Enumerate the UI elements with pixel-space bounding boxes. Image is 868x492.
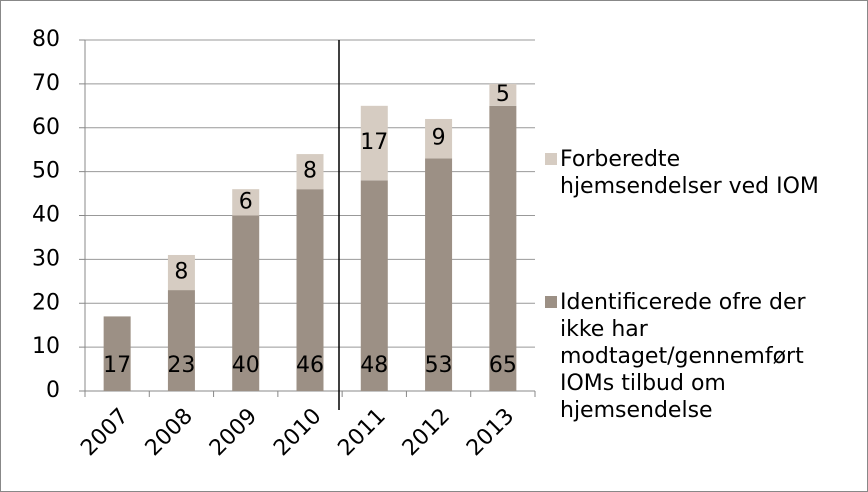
legend-item: Forberedte hjemsendelser ved IOM bbox=[545, 146, 865, 200]
data-label: 17 bbox=[360, 130, 388, 155]
data-label: 8 bbox=[303, 159, 317, 184]
bar-segment bbox=[360, 105, 388, 181]
legend-swatch bbox=[545, 296, 557, 308]
y-tick-label: 40 bbox=[32, 203, 60, 228]
y-tick-label: 60 bbox=[32, 115, 60, 140]
data-label: 6 bbox=[239, 189, 253, 214]
data-label: 65 bbox=[489, 353, 517, 378]
data-label: 8 bbox=[174, 260, 188, 285]
bar-segment bbox=[232, 215, 260, 391]
data-label: 5 bbox=[496, 82, 510, 107]
legend-swatch bbox=[545, 153, 557, 165]
y-tick-label: 30 bbox=[32, 246, 60, 271]
bar-segment bbox=[103, 316, 131, 391]
bar-segment bbox=[296, 154, 324, 190]
bar-segment bbox=[296, 189, 324, 391]
data-label: 9 bbox=[432, 126, 446, 151]
data-label: 23 bbox=[167, 353, 195, 378]
bar-segment bbox=[425, 118, 453, 159]
y-tick-label: 80 bbox=[32, 27, 60, 52]
y-tick-label: 10 bbox=[32, 334, 60, 359]
bar-segment bbox=[232, 189, 260, 216]
y-tick-label: 20 bbox=[32, 290, 60, 315]
bar-segment bbox=[167, 254, 195, 291]
data-label: 17 bbox=[103, 353, 131, 378]
y-tick-label: 50 bbox=[32, 159, 60, 184]
data-label: 40 bbox=[232, 353, 260, 378]
data-label: 53 bbox=[425, 353, 453, 378]
bar-segment bbox=[360, 180, 388, 391]
legend-item: Identificerede ofre der ikke har modtage… bbox=[545, 289, 865, 424]
y-tick-label: 0 bbox=[46, 378, 60, 403]
data-label: 46 bbox=[296, 353, 324, 378]
y-tick-label: 70 bbox=[32, 71, 60, 96]
bar-segment bbox=[489, 83, 517, 106]
legend-label: Forberedte hjemsendelser ved IOM bbox=[560, 147, 819, 199]
bar-segment bbox=[489, 105, 517, 391]
legend-label: Identificerede ofre der ikke har modtage… bbox=[560, 290, 806, 423]
bar-segment bbox=[425, 158, 453, 391]
bar-segment bbox=[167, 290, 195, 391]
data-label: 48 bbox=[360, 353, 388, 378]
